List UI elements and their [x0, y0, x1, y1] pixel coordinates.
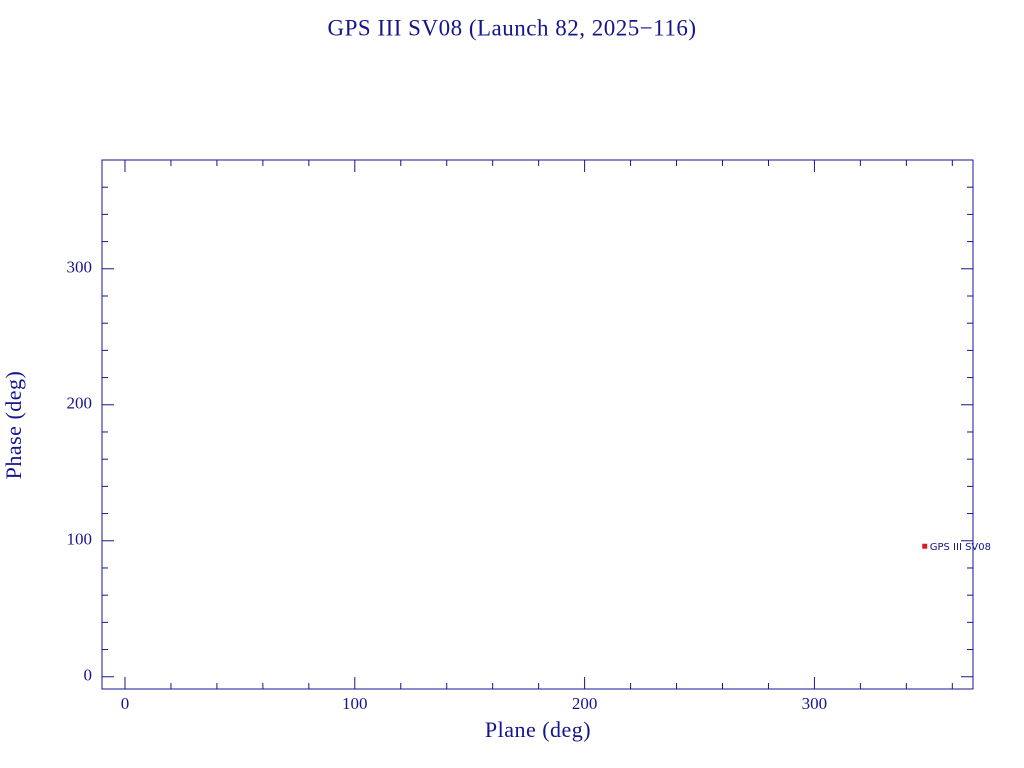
- plot-frame: [101, 159, 974, 690]
- x-axis-title: Plane (deg): [485, 717, 591, 742]
- x-tick-label: 100: [342, 694, 368, 713]
- x-tick-label: 300: [802, 694, 828, 713]
- y-axis-title: Phase (deg): [1, 371, 26, 480]
- x-tick-label: 200: [572, 694, 598, 713]
- y-tick-label: 300: [67, 258, 93, 277]
- point: [922, 543, 928, 549]
- y-tick-label: 200: [67, 394, 93, 413]
- y-tick-label: 100: [67, 530, 93, 549]
- point-label: GPS III SV08: [930, 542, 991, 553]
- chart-title: GPS III SV08 (Launch 82, 2025−116): [328, 15, 697, 40]
- y-tick-label: 0: [84, 666, 93, 685]
- x-tick-label: 0: [121, 694, 130, 713]
